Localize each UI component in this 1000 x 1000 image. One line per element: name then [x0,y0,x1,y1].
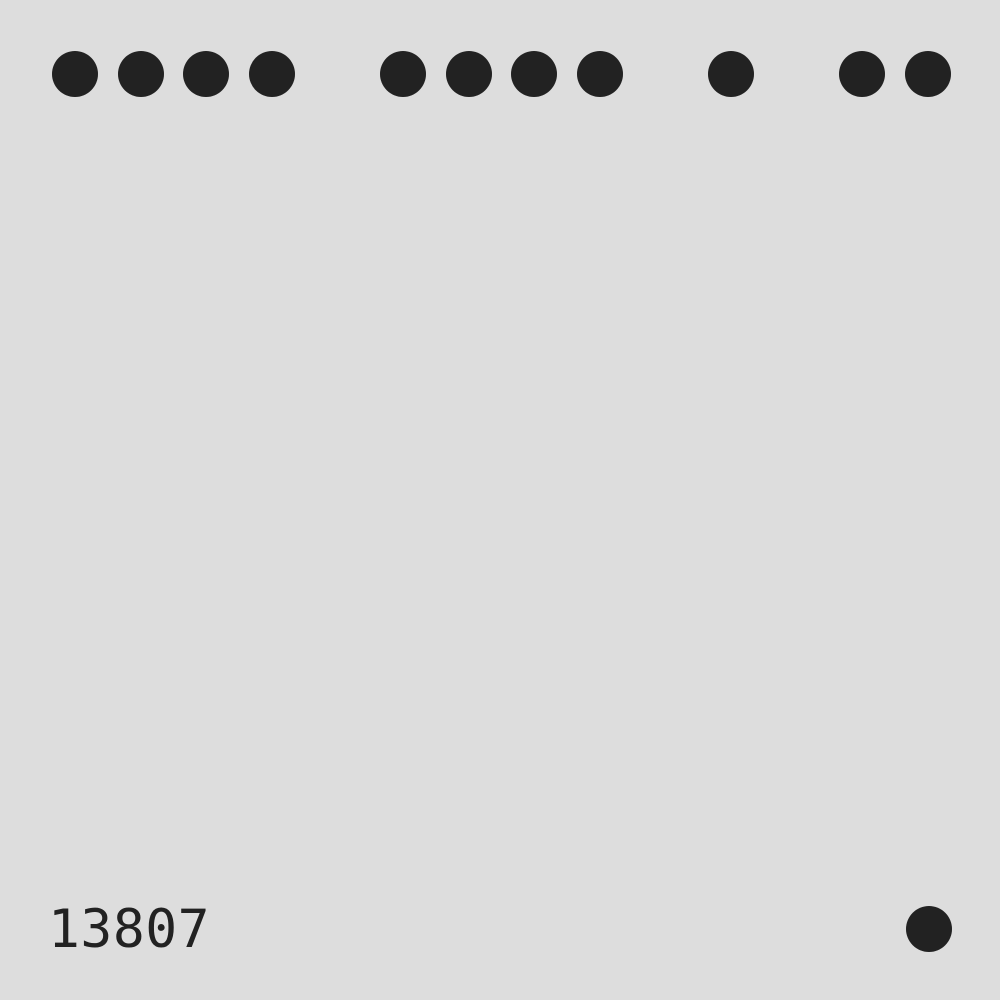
pattern-dot [577,51,623,97]
pattern-dot [708,51,754,97]
pattern-dot [380,51,426,97]
dot-pattern-row [52,51,952,97]
pattern-dot [183,51,229,97]
pattern-dot [118,51,164,97]
pattern-dot [249,51,295,97]
serial-number: 13807 [48,899,211,960]
corner-dot-marker [906,906,952,952]
pattern-dot [839,51,885,97]
pattern-dot [446,51,492,97]
pattern-dot [511,51,557,97]
pattern-dot [52,51,98,97]
pattern-dot [905,51,951,97]
